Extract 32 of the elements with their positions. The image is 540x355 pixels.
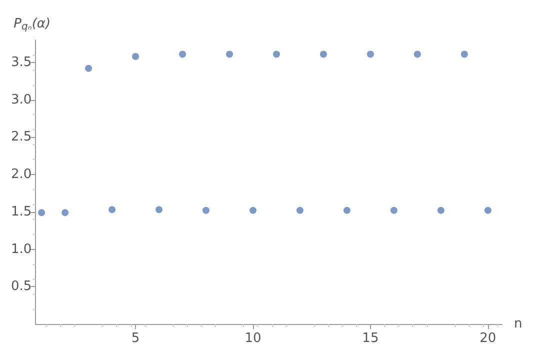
point [460, 50, 468, 58]
x-tick-label: 15 [362, 331, 379, 346]
x-tick-label: 10 [244, 331, 262, 346]
y-tick-label: 2.5 [10, 130, 32, 145]
y-tick-label: 1.5 [10, 204, 32, 220]
point [437, 206, 444, 214]
point [179, 50, 186, 58]
x-axis-title: n [514, 316, 522, 332]
point [343, 206, 350, 214]
point [296, 206, 304, 214]
point [62, 209, 69, 216]
y-tick-label: 3.0 [10, 92, 32, 108]
point [85, 64, 92, 72]
point [390, 206, 398, 214]
point [226, 50, 233, 58]
point [366, 50, 374, 58]
y-tick-label: 0.5 [10, 279, 32, 294]
x-tick-label: 20 [480, 331, 496, 346]
point [272, 50, 280, 58]
point [484, 206, 492, 214]
point [414, 50, 421, 58]
point [156, 206, 163, 214]
point [132, 52, 140, 60]
y-tick-label: 3.5 [10, 54, 32, 70]
y-tick-label: 1.0 [10, 242, 32, 257]
point [320, 50, 327, 58]
x-tick-label: 5 [131, 331, 140, 346]
y-tick-label: 2.0 [10, 167, 32, 182]
point [202, 206, 210, 214]
point [249, 206, 256, 214]
point [108, 206, 116, 214]
point [38, 209, 46, 216]
